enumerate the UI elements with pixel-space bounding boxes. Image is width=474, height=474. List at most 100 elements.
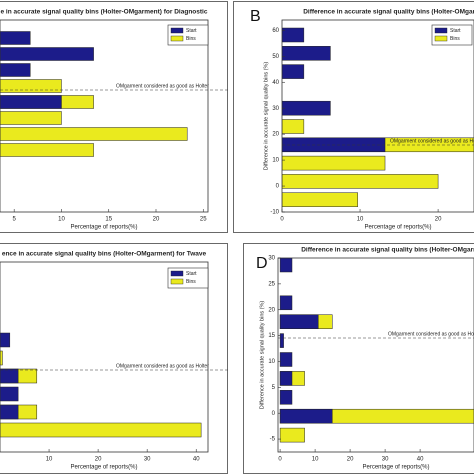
y-tick-label: 25 [268,281,275,287]
x-tick-label: 30 [144,457,151,463]
legend-label: Bins [186,36,196,42]
legend-label: Bins [450,36,460,42]
bar [0,143,94,157]
y-axis-label: Difference in accurate signal quality bi… [259,301,265,410]
chart-title: Difference in accurate signal quality bi… [301,247,474,254]
bar [0,422,202,438]
y-tick-label: 15 [268,333,275,339]
chart-title: ence in accurate signal quality bins (Ho… [2,251,207,258]
bar [0,350,3,366]
annotation: OMgarment considered as good as Holter [116,83,209,89]
y-tick-label: 0 [272,411,276,417]
x-tick-label: 5 [13,217,17,223]
panel: ence in accurate signal quality bins (Ho… [0,243,228,474]
y-tick-label: 0 [276,184,280,190]
x-tick-label: 10 [357,217,364,223]
legend-swatch [170,35,184,42]
legend-label: Start [450,28,461,34]
plot-area [0,19,209,213]
bar [0,368,19,384]
annotation: OMgarment considered as good as Holter [388,331,474,337]
legend-swatch [434,27,448,34]
bar [0,63,31,77]
x-tick-label: 20 [95,457,102,463]
x-axis-label: Percentage of reports(%) [70,225,137,231]
annotation: OMgarment considered as good as Holter [116,363,209,369]
panel: e in accurate signal quality bins (Holte… [0,1,228,233]
legend-swatch [170,270,184,277]
plot-area [281,19,474,213]
bar [279,333,284,348]
y-tick-label: 30 [272,106,279,112]
x-axis-label: Percentage of reports(%) [70,465,137,471]
panel-frame [233,1,474,233]
x-tick-label: 20 [347,457,354,463]
chart-title: Difference in accurate signal quality bi… [303,9,474,16]
plot-area [0,261,209,453]
panel: Difference in accurate signal quality bi… [233,1,474,233]
y-tick-label: 20 [272,132,279,138]
legend-label: Start [186,28,197,34]
panel-label: D [256,255,268,272]
bar [0,79,62,93]
legend-swatch [170,278,184,285]
chart-title: e in accurate signal quality bins (Holte… [1,9,208,16]
x-tick-label: 40 [193,457,200,463]
bar [282,155,386,171]
x-tick-label: 30 [382,457,389,463]
bar [282,46,331,61]
bar [0,111,62,125]
bar [0,47,94,61]
bar [282,27,305,43]
bar [282,174,439,189]
x-tick-label: 0 [278,457,282,463]
x-tick-label: 10 [312,457,319,463]
bar [282,100,331,116]
panel-frame [0,1,228,233]
y-tick-label: 20 [268,307,275,313]
x-tick-label: 0 [280,217,284,223]
annotation: OMgarment considered as good as Holter [390,138,474,144]
legend-label: Bins [186,279,196,285]
bars [0,31,188,157]
x-tick-label: 20 [153,217,160,223]
y-tick-label: 50 [272,54,279,60]
bar [0,127,188,141]
y-tick-label: -5 [270,437,276,443]
panel-label: B [250,8,261,25]
x-tick-label: 10 [58,217,65,223]
x-tick-label: 15 [105,217,112,223]
bar [0,95,62,109]
bars [0,332,202,438]
panel: Difference in accurate signal quality bi… [243,243,474,474]
bar [279,258,293,273]
bar [282,119,305,134]
bar [282,192,358,207]
plot-area [277,257,474,453]
bar [279,390,293,405]
bar [0,386,19,402]
bar [279,408,333,424]
y-tick-label: 40 [272,80,279,86]
y-tick-label: -10 [270,210,279,216]
bar [279,295,293,311]
bar [279,314,319,329]
y-tick-label: 60 [272,28,279,34]
y-tick-label: 5 [272,385,276,391]
bar [282,64,305,79]
y-tick-label: 30 [268,256,275,262]
bar [0,404,19,420]
bar [0,31,31,45]
y-tick-label: 10 [272,158,279,164]
legend-label: Start [186,271,197,277]
x-axis-label: Percentage of reports(%) [362,465,429,471]
x-tick-label: 40 [417,457,424,463]
legend-swatch [434,35,448,42]
x-tick-label: 10 [46,457,53,463]
y-tick-label: 10 [268,359,275,365]
y-axis-label: Difference in accurate signal quality bi… [263,62,269,171]
legend-swatch [170,27,184,34]
bars [279,258,474,443]
bar [0,332,11,348]
